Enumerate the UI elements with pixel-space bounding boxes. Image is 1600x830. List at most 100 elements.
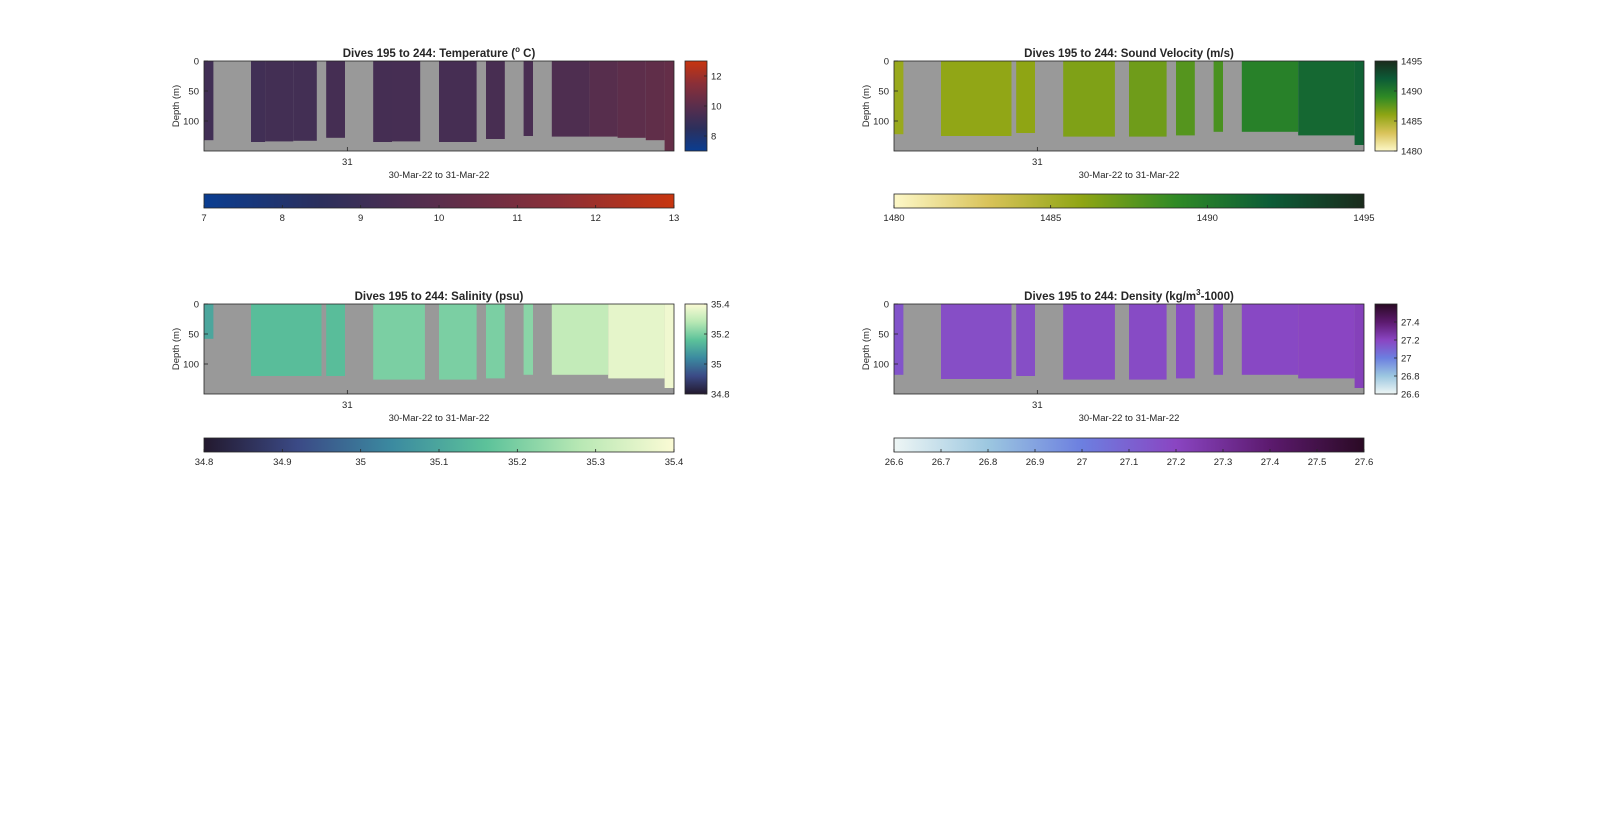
profile-5 (1129, 304, 1167, 380)
colorbar-tick-label: 8 (711, 132, 716, 143)
vertical-colorbar (1374, 60, 1398, 152)
y-tick-label: 50 (188, 330, 199, 341)
colorbar-tick-label: 35 (711, 360, 722, 371)
profile-9 (1298, 304, 1355, 379)
profile-8 (1241, 304, 1299, 375)
y-tick-label: 0 (884, 57, 889, 68)
colorbar-tick-label: 1495 (1401, 57, 1422, 68)
profile-3 (265, 61, 294, 142)
profile-2 (251, 304, 322, 376)
hbar-tick-label: 26.7 (932, 457, 951, 468)
hbar-tick-label: 27.5 (1308, 457, 1327, 468)
profile-10 (1354, 304, 1364, 388)
axes-frame (203, 303, 675, 395)
colorbar-tick-label: 35.4 (711, 300, 730, 311)
y-tick-label: 0 (884, 300, 889, 311)
hbar-tick-label: 11 (512, 213, 522, 224)
hbar-tick-label: 26.8 (979, 457, 998, 468)
profile-7 (392, 61, 421, 142)
y-axis-label: Depth (m) (861, 328, 872, 370)
profile-3 (1016, 304, 1035, 376)
hbar-tick-label: 27.1 (1120, 457, 1139, 468)
x-axis-label: 30-Mar-22 to 31-Mar-22 (389, 170, 490, 181)
profile-13 (617, 61, 646, 138)
horizontal-colorbar (893, 193, 1365, 209)
profile-7 (523, 304, 533, 375)
profile-10 (664, 304, 674, 388)
profile-9 (608, 304, 665, 379)
hbar-tick-label: 8 (280, 213, 285, 224)
profile-3 (326, 304, 345, 376)
hbar-tick-label: 27 (1077, 457, 1088, 468)
colorbar-tick-label: 26.6 (1401, 390, 1420, 401)
profile-10 (523, 61, 533, 136)
y-axis-label: Depth (m) (171, 328, 182, 370)
colorbar-tick-label: 1490 (1401, 87, 1422, 98)
profile-7 (1213, 61, 1223, 132)
profile-5 (439, 304, 477, 380)
panel-temperature: Dives 195 to 244: Temperature (o C) 0 50 10… (171, 45, 722, 224)
hbar-tick-label: 1490 (1197, 213, 1218, 224)
hbar-tick-label: 35.4 (665, 457, 684, 468)
hbar-tick-label: 7 (201, 213, 206, 224)
hbar-tick-label: 1495 (1353, 213, 1374, 224)
profile-11 (551, 61, 590, 137)
profile-4 (1063, 61, 1115, 137)
profile-9 (1298, 61, 1355, 136)
vertical-colorbar (684, 60, 708, 152)
profile-1 (204, 304, 214, 339)
x-tick-label: 31 (1032, 400, 1043, 411)
hbar-tick-label: 10 (434, 213, 445, 224)
chart-title: Dives 195 to 244: Salinity (psu) (355, 291, 524, 303)
y-tick-label: 0 (194, 57, 199, 68)
profile-14 (645, 61, 665, 141)
axes-frame (203, 60, 675, 152)
hbar-tick-label: 1480 (883, 213, 904, 224)
x-tick-label: 31 (1032, 157, 1043, 168)
hbar-tick-label: 35 (355, 457, 366, 468)
x-axis-label: 30-Mar-22 to 31-Mar-22 (1079, 170, 1180, 181)
axes-frame (893, 60, 1365, 152)
panel-sound_velocity: Dives 195 to 244: Sound Velocity (m/s) 0 5… (861, 48, 1422, 224)
profile-4 (293, 61, 317, 141)
y-tick-label: 50 (878, 330, 889, 341)
y-tick-label: 100 (183, 117, 199, 128)
hbar-tick-label: 35.3 (586, 457, 605, 468)
profile-8 (551, 304, 609, 375)
profile-8 (439, 61, 477, 142)
hbar-tick-label: 27.6 (1355, 457, 1374, 468)
hbar-tick-label: 1485 (1040, 213, 1061, 224)
hbar-tick-label: 26.6 (885, 457, 904, 468)
colorbar-tick-label: 1480 (1401, 147, 1422, 158)
profile-2 (941, 304, 1012, 379)
y-tick-label: 100 (873, 117, 889, 128)
hbar-tick-label: 26.9 (1026, 457, 1045, 468)
profile-7 (1213, 304, 1223, 375)
profile-3 (1016, 61, 1035, 133)
profile-5 (326, 61, 345, 138)
hbar-tick-label: 13 (669, 213, 680, 224)
profile-12 (589, 61, 618, 137)
y-tick-label: 50 (188, 87, 199, 98)
hbar-tick-label: 35.1 (430, 457, 449, 468)
colorbar-tick-label: 26.8 (1401, 372, 1420, 383)
colorbar-tick-label: 35.2 (711, 330, 730, 341)
colorbar-tick-label: 27 (1401, 354, 1412, 365)
panel-density: Dives 195 to 244: Density (kg/m3-1000) 0 5… (861, 288, 1420, 468)
hbar-tick-label: 34.9 (273, 457, 292, 468)
colorbar-tick-label: 12 (711, 72, 722, 83)
colorbar-tick-label: 27.2 (1401, 336, 1420, 347)
profile-1 (894, 304, 904, 375)
hbar-tick-label: 9 (358, 213, 363, 224)
colorbar-tick-label: 27.4 (1401, 318, 1420, 329)
hbar-tick-label: 27.3 (1214, 457, 1233, 468)
profile-15 (664, 61, 674, 151)
x-axis-label: 30-Mar-22 to 31-Mar-22 (1079, 413, 1180, 424)
profile-6 (486, 304, 505, 379)
colorbar-tick-label: 10 (711, 102, 722, 113)
profile-1 (894, 61, 904, 135)
profile-1 (204, 61, 214, 141)
profile-4 (373, 304, 425, 380)
hbar-tick-label: 35.2 (508, 457, 527, 468)
